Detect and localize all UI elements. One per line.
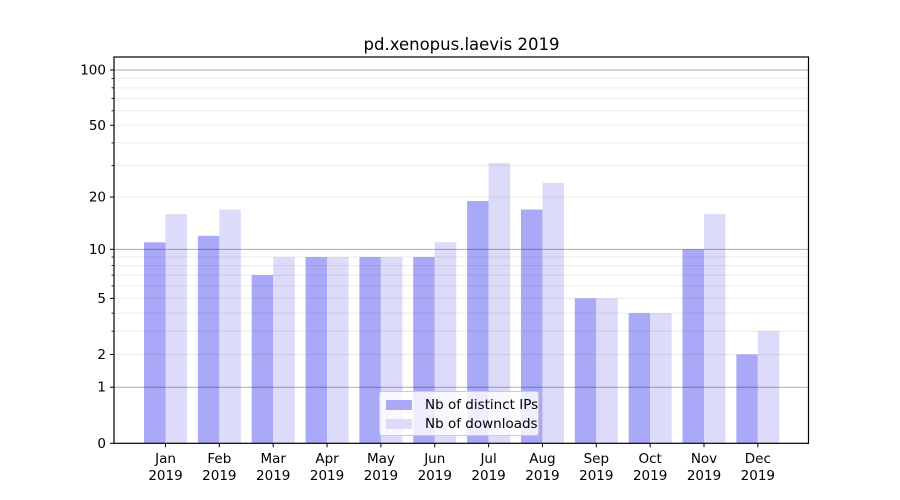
x-tick-label-month-jan: Jan — [154, 451, 176, 467]
y-tick-label-5: 5 — [97, 291, 106, 307]
bar-nov-series1 — [704, 214, 726, 444]
bar-apr-series0 — [305, 257, 328, 444]
bar-feb-series0 — [197, 235, 220, 444]
x-tick-label-year-dec: 2019 — [741, 468, 775, 484]
bar-dec-series1 — [757, 331, 780, 444]
bar-sep-series1 — [596, 298, 618, 444]
bar-jan-series1 — [165, 214, 187, 444]
x-tick-label-month-oct: Oct — [638, 451, 661, 467]
y-tick-label-10: 10 — [89, 242, 106, 258]
bar-nov-series0 — [682, 249, 704, 444]
x-tick-label-month-sep: Sep — [584, 451, 609, 467]
x-tick-label-year-jan: 2019 — [148, 468, 182, 484]
x-tick-label-year-oct: 2019 — [633, 468, 667, 484]
x-tick-label-year-mar: 2019 — [256, 468, 290, 484]
y-tick-label-2: 2 — [97, 347, 106, 363]
bar-mar-series0 — [251, 275, 274, 444]
bar-sep-series0 — [574, 298, 597, 444]
x-tick-label-year-sep: 2019 — [579, 468, 613, 484]
x-tick-label-month-apr: Apr — [315, 451, 339, 467]
x-tick-label-month-mar: Mar — [260, 451, 286, 467]
bar-oct-series0 — [628, 313, 651, 444]
bar-may-series0 — [359, 257, 381, 444]
y-tick-label-50: 50 — [89, 118, 106, 134]
bar-jan-series0 — [144, 242, 166, 444]
chart-title: pd.xenopus.laevis 2019 — [363, 35, 560, 54]
x-tick-label-month-dec: Dec — [745, 451, 771, 467]
legend-label-downloads: Nb of downloads — [425, 415, 538, 432]
legend: Nb of distinct IPs Nb of downloads — [379, 391, 539, 436]
bar-aug-series1 — [542, 182, 564, 444]
x-tick-label-year-jul: 2019 — [471, 468, 505, 484]
y-tick-label-100: 100 — [80, 63, 106, 79]
legend-label-distinct-ips: Nb of distinct IPs — [425, 397, 539, 413]
legend-item-downloads: Nb of downloads — [386, 415, 538, 434]
x-tick-label-year-nov: 2019 — [687, 468, 721, 484]
bar-dec-series0 — [736, 354, 758, 444]
y-tick-label-20: 20 — [89, 190, 106, 206]
x-tick-label-year-may: 2019 — [364, 468, 398, 484]
legend-item-distinct-ips: Nb of distinct IPs — [386, 396, 538, 415]
x-tick-label-year-aug: 2019 — [525, 468, 559, 484]
x-tick-label-month-feb: Feb — [207, 451, 231, 467]
x-tick-label-month-may: May — [367, 451, 395, 467]
x-tick-label-year-feb: 2019 — [202, 468, 236, 484]
bar-mar-series1 — [273, 257, 295, 444]
bar-apr-series1 — [327, 257, 349, 444]
legend-swatch-distinct-ips — [386, 400, 412, 411]
x-tick-label-month-jul: Jul — [479, 451, 496, 467]
x-tick-label-month-aug: Aug — [529, 451, 555, 467]
y-tick-label-0: 0 — [97, 436, 106, 452]
bar-jul-series0 — [467, 200, 489, 444]
y-tick-label-1: 1 — [97, 380, 106, 396]
x-tick-label-month-nov: Nov — [691, 451, 717, 467]
bar-aug-series0 — [520, 209, 543, 444]
bar-feb-series1 — [219, 209, 241, 444]
x-tick-label-year-apr: 2019 — [310, 468, 344, 484]
axes-frame — [113, 56, 810, 444]
bar-jul-series1 — [488, 162, 511, 444]
x-tick-label-year-jun: 2019 — [418, 468, 452, 484]
x-tick-label-month-jun: Jun — [423, 451, 445, 467]
legend-swatch-downloads — [386, 418, 412, 429]
bar-oct-series1 — [650, 313, 672, 444]
